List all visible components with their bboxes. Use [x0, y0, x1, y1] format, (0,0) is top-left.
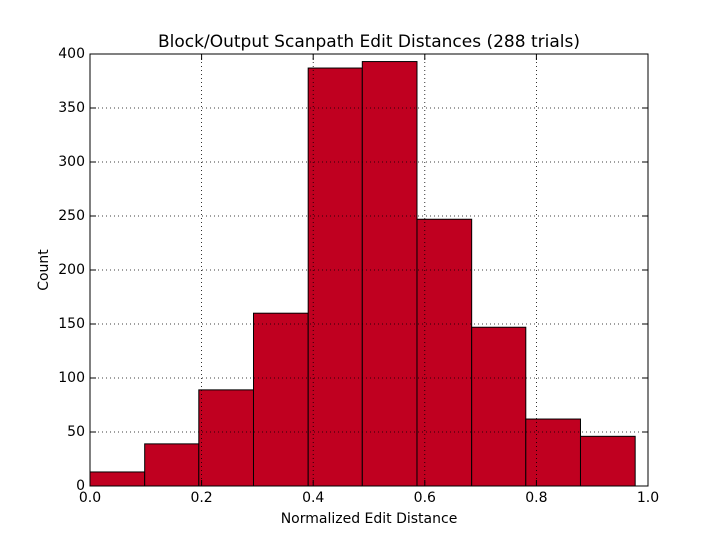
y-tick-label: 300 — [58, 154, 85, 170]
x-tick-label: 0.0 — [79, 490, 101, 506]
y-tick-label: 350 — [58, 100, 85, 116]
chart-title: Block/Output Scanpath Edit Distances (28… — [158, 32, 580, 52]
bar — [144, 443, 200, 487]
y-axis-label: Count — [36, 249, 52, 291]
bar — [198, 389, 254, 487]
x-tick-label: 0.2 — [190, 490, 212, 506]
x-axis-label: Normalized Edit Distance — [281, 511, 458, 527]
x-tick-label: 0.4 — [302, 490, 324, 506]
y-tick-label: 400 — [58, 46, 85, 62]
bar — [416, 218, 473, 487]
bar — [89, 471, 146, 487]
y-tick-label: 200 — [58, 262, 85, 278]
bar — [525, 418, 581, 487]
bar — [471, 326, 527, 487]
y-tick-label: 100 — [58, 370, 85, 386]
y-tick-label: 50 — [67, 424, 85, 440]
plot-frame — [89, 53, 649, 487]
x-tick-label: 1.0 — [637, 490, 659, 506]
y-tick-label: 150 — [58, 316, 85, 332]
bar — [579, 435, 636, 487]
x-tick-label: 0.6 — [414, 490, 436, 506]
x-tick-label: 0.8 — [525, 490, 547, 506]
bar — [307, 67, 363, 487]
y-tick-label: 0 — [76, 478, 85, 494]
bar — [361, 61, 418, 487]
bar — [252, 312, 309, 487]
plot-area: 0 50 100 150 200 250 300 350 400 0.0 0.2 0.4 0.6 0.8 1… — [58, 46, 659, 506]
y-tick-label: 250 — [58, 208, 85, 224]
